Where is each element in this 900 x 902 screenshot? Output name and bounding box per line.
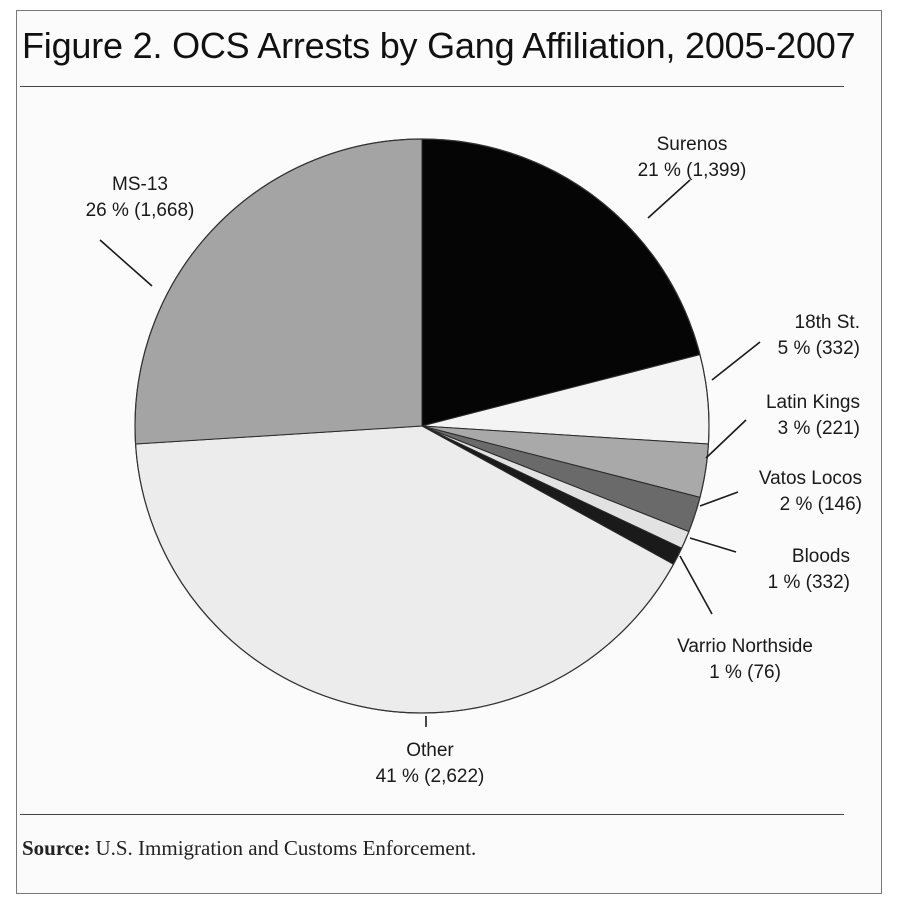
source-rule — [20, 814, 844, 815]
slice-value-surenos: 21 % (1,399) — [638, 160, 747, 181]
label-leader-lines — [99, 179, 761, 727]
pie-slices — [134, 138, 710, 714]
slice-name-18th-st: 18th St. — [795, 312, 861, 333]
source-text: U.S. Immigration and Customs Enforcement… — [95, 836, 477, 860]
leader-line-vatos-locos — [699, 491, 739, 507]
slice-value-18th-st: 5 % (332) — [778, 338, 860, 359]
slice-name-bloods: Bloods — [792, 546, 850, 567]
slice-value-latin-kings: 3 % (221) — [778, 418, 860, 439]
pie-slice-ms-13 — [134, 138, 423, 445]
title-rule — [20, 86, 844, 87]
figure-title: Figure 2. OCS Arrests by Gang Affiliatio… — [22, 25, 856, 66]
leader-line-bloods — [689, 537, 737, 553]
slice-name-latin-kings: Latin Kings — [766, 392, 860, 413]
pie-outline — [134, 138, 710, 714]
leader-line-18th-st — [711, 341, 761, 381]
source-label: Source: — [22, 836, 91, 860]
slice-name-varrio-northside: Varrio Northside — [677, 636, 813, 657]
leader-line-latin-kings — [705, 419, 747, 459]
slice-value-vatos-locos: 2 % (146) — [780, 494, 862, 515]
source-note: Source: U.S. Immigration and Customs Enfo… — [22, 836, 476, 861]
slice-value-varrio-northside: 1 % (76) — [709, 662, 781, 683]
slice-name-vatos-locos: Vatos Locos — [759, 468, 862, 489]
slice-labels: Surenos 21 % (1,399) 18th St. 5 % (332) Lati… — [86, 134, 862, 787]
leader-line-surenos — [647, 179, 691, 219]
slice-name-surenos: Surenos — [657, 134, 728, 155]
slice-value-ms-13: 26 % (1,668) — [86, 200, 195, 221]
slice-value-bloods: 1 % (332) — [768, 572, 850, 593]
slice-value-other: 41 % (2,622) — [376, 766, 485, 787]
slice-name-other: Other — [406, 740, 454, 761]
leader-line-ms-13 — [99, 239, 153, 287]
slice-name-ms-13: MS-13 — [112, 174, 168, 195]
leader-line-varrio-northside — [679, 555, 713, 615]
